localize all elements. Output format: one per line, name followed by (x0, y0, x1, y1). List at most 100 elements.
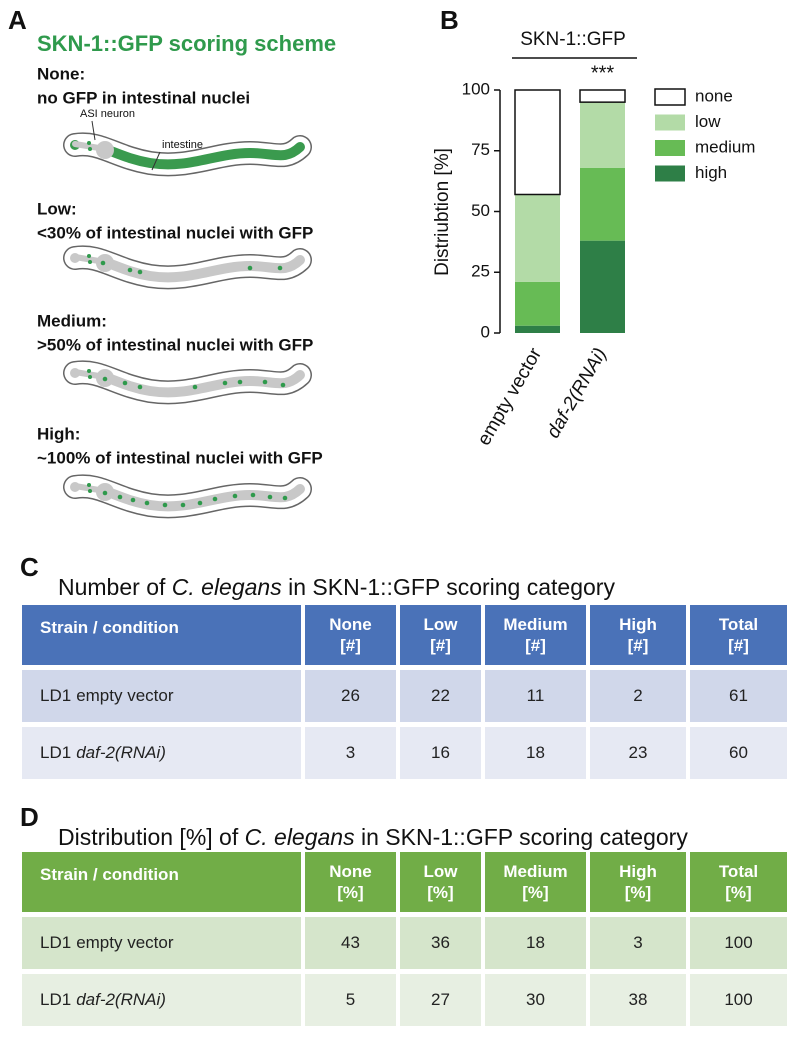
gfp-nucleus (144, 500, 150, 506)
asi-neuron (87, 483, 91, 487)
value: 100 (724, 933, 753, 952)
header-line: [%] (725, 883, 752, 902)
bar-segment (515, 281, 560, 326)
gfp-nucleus (222, 380, 228, 386)
gfp-nucleus (180, 502, 186, 508)
value: 22 (431, 686, 450, 705)
value-cell: 22 (400, 670, 485, 727)
bar-segment (514, 89, 561, 196)
bar-segment (515, 194, 560, 282)
worm (75, 483, 300, 507)
value: 38 (628, 990, 648, 1009)
header-line: High (619, 862, 657, 881)
y-tick-label: 0 (481, 322, 490, 341)
value: 16 (431, 743, 450, 762)
table: Strain / condition None [#] Low [#] Medium [#]… (22, 605, 787, 784)
header-line: Strain / condition (40, 865, 179, 884)
header-line: [#] (525, 636, 546, 655)
legend-swatch (655, 140, 685, 156)
bar-segment (580, 102, 625, 168)
value: 23 (628, 743, 648, 762)
gfp-nucleus (127, 267, 133, 273)
legend-label: low (695, 112, 721, 131)
chart-title: SKN-1::GFP (520, 29, 626, 50)
column-header: Strain / condition (22, 852, 305, 917)
value: 2 (633, 686, 643, 705)
header-line: [#] (627, 636, 649, 655)
x-tick-label: empty vector (474, 344, 547, 449)
level-description: <30% of intestinal nuclei with GFP (37, 223, 313, 242)
level-heading: None: (37, 64, 85, 83)
gfp-nucleus (237, 379, 243, 385)
bar-segment (515, 325, 560, 333)
condition: empty vector (76, 686, 174, 705)
title-part: C. elegans (171, 574, 282, 600)
header-line: Total (718, 862, 759, 881)
bar-segment (580, 240, 625, 333)
value-cell: 2 (590, 670, 690, 727)
value: 5 (345, 990, 356, 1009)
gfp-nucleus (162, 502, 168, 508)
value-cell: 18 (485, 917, 590, 974)
header-line: Medium (503, 615, 568, 634)
scheme-title: SKN-1::GFP scoring scheme (37, 31, 336, 56)
value-cell: 26 (305, 670, 400, 727)
gfp-nucleus (277, 265, 283, 271)
title-part: in SKN-1::GFP scoring category (354, 824, 688, 850)
bar-segment (579, 89, 626, 103)
header-line: Low (423, 862, 458, 881)
header-line: [#] (430, 636, 451, 655)
value-cell: 27 (400, 974, 485, 1031)
header-line: [%] (427, 883, 454, 902)
figure-top: A SKN-1::GFP scoring scheme ASI neuron i… (8, 5, 755, 540)
gfp-nucleus (192, 384, 198, 390)
asi-neuron (88, 260, 92, 264)
header-line: [#] (728, 636, 749, 655)
gfp-nucleus (267, 494, 273, 500)
legend-label: none (695, 86, 733, 105)
header-line: [#] (340, 636, 361, 655)
column-header: None [%] (305, 852, 400, 917)
gfp-nucleus (102, 376, 108, 382)
x-tick-label: daf-2(RNAi) (543, 345, 611, 442)
gfp-nucleus (282, 495, 288, 501)
value-cell: 5 (305, 974, 400, 1031)
worm (75, 141, 300, 164)
gfp-nucleus (117, 494, 123, 500)
level-description: no GFP in intestinal nuclei (37, 88, 250, 107)
level-description: >50% of intestinal nuclei with GFP (37, 335, 313, 354)
header-line: Strain / condition (40, 618, 179, 637)
y-axis-label: Distriubtion [%] (432, 148, 453, 276)
value-cell: 30 (485, 974, 590, 1031)
value-cell: 18 (485, 727, 590, 784)
gfp-nucleus (122, 380, 128, 386)
gfp-nucleus (130, 497, 136, 503)
asi-neuron (87, 369, 91, 373)
gfp-nucleus (232, 493, 238, 499)
title-part: Number of (58, 574, 172, 600)
strain: LD1 (40, 990, 72, 1009)
gfp-nucleus (250, 492, 256, 498)
column-header: None [#] (305, 605, 400, 670)
column-header: Medium [#] (485, 605, 590, 670)
gfp-nucleus (247, 265, 253, 271)
gfp-nucleus (137, 384, 143, 390)
gfp-nucleus (137, 269, 143, 275)
level-heading: Medium: (37, 311, 107, 330)
column-header: High [%] (590, 852, 690, 917)
value-cell: 23 (590, 727, 690, 784)
value: 60 (729, 743, 748, 762)
value: 26 (341, 686, 360, 705)
condition: daf-2(RNAi) (76, 990, 166, 1009)
column-header: Medium [%] (485, 852, 590, 917)
title-part: C. elegans (244, 824, 355, 850)
value: 27 (431, 990, 450, 1009)
value: 11 (526, 686, 545, 705)
table: Strain / condition None [%] Low [%] Medium [%]… (22, 852, 787, 1031)
legend-label: medium (695, 137, 755, 156)
value-cell: 61 (690, 670, 787, 727)
value: 100 (724, 990, 753, 1009)
value: 61 (729, 686, 748, 705)
value-cell: 38 (590, 974, 690, 1031)
